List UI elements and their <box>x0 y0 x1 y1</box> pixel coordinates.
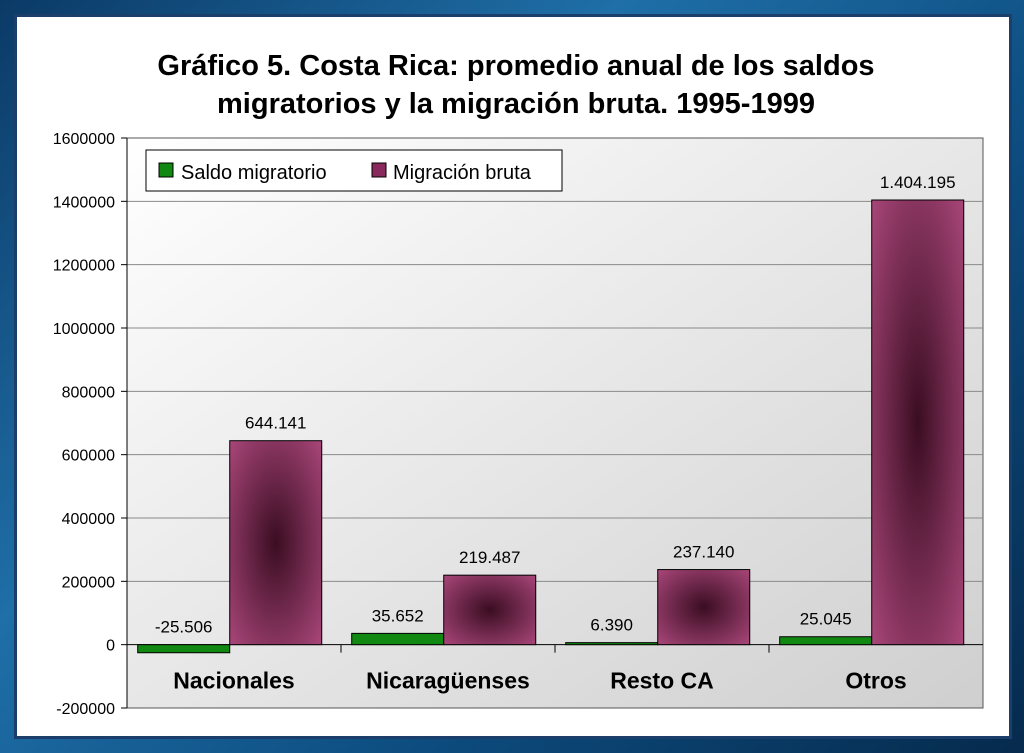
y-tick-label: 1200000 <box>53 258 115 275</box>
x-axis: Nacionales Nicaragüenses Resto CA Otros <box>173 644 907 694</box>
legend-box <box>145 149 563 192</box>
y-tick-label: 800000 <box>62 384 115 401</box>
legend: Saldo migratorio Migración bruta <box>145 149 563 192</box>
data-labels: -25.506 644.141 35.652 219.487 6.390 237.140 2… <box>155 173 956 637</box>
category-label: Nicaragüenses <box>366 668 530 694</box>
y-tick-label: 200000 <box>62 574 115 591</box>
bar-migracion-bruta <box>443 574 537 646</box>
chart-title-line2: migratorios y la migración bruta. 1995-1… <box>217 88 815 120</box>
data-label: 35.652 <box>372 606 424 625</box>
y-tick-label: 1000000 <box>53 321 115 338</box>
category-label: Resto CA <box>610 668 714 694</box>
y-axis: 1600000 1400000 1200000 1000000 800000 600000… <box>53 131 128 718</box>
bar-migracion-bruta <box>657 569 751 646</box>
data-label: 6.390 <box>590 616 633 635</box>
legend-label-migracion: Migración bruta <box>393 162 532 184</box>
legend-swatch-saldo <box>158 162 174 178</box>
data-label: 644.141 <box>245 414 306 433</box>
data-label: -25.506 <box>155 618 213 637</box>
legend-label-saldo: Saldo migratorio <box>181 162 327 184</box>
bar-migracion-bruta <box>871 199 965 646</box>
data-label: 1.404.195 <box>880 173 956 192</box>
y-tick-label: 600000 <box>62 448 115 465</box>
data-label: 237.140 <box>673 543 734 562</box>
data-label: 219.487 <box>459 548 520 567</box>
legend-swatch-migracion <box>371 162 387 178</box>
bar-saldo-migratorio <box>565 642 659 646</box>
y-tick-label: 1600000 <box>53 131 115 148</box>
chart-title-line1: Gráfico 5. Costa Rica: promedio anual de… <box>157 50 874 82</box>
y-tick-label: 0 <box>106 638 115 655</box>
y-tick-label: 400000 <box>62 511 115 528</box>
category-label: Nacionales <box>173 668 294 694</box>
bar-saldo-migratorio <box>351 632 445 646</box>
bars <box>137 199 965 654</box>
data-label: 25.045 <box>800 610 852 629</box>
y-tick-label: 1400000 <box>53 194 115 211</box>
bar-saldo-migratorio <box>137 644 231 654</box>
y-tick-label: -200000 <box>56 701 115 718</box>
bar-saldo-migratorio <box>779 636 873 646</box>
bar-migracion-bruta <box>229 440 323 646</box>
category-label: Otros <box>845 668 906 694</box>
